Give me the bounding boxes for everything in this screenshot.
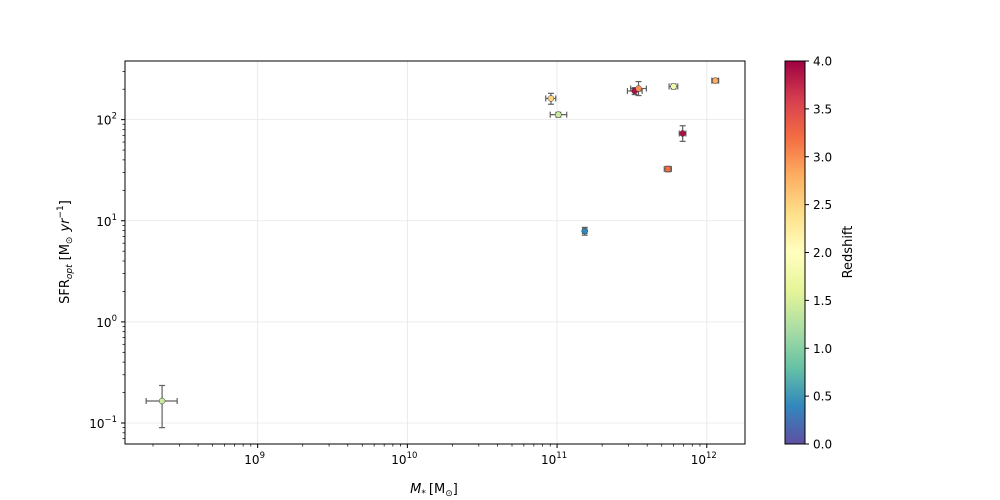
colorbar-tick-label: 2.0 [813,246,832,260]
colorbar-tick-label: 2.5 [813,198,832,212]
error-bar [145,384,178,429]
colorbar-tick-label: 0.5 [813,390,832,404]
colorbar-tick-label: 3.5 [813,102,832,116]
data-point [712,77,719,84]
x-tick-label: 109 [244,451,265,467]
y-tick-label: 102 [96,112,117,128]
y-tick-label: 10−1 [89,415,117,431]
y-tick-label: 101 [96,213,117,229]
data-point [555,111,562,118]
x-tick-label: 1011 [541,451,567,467]
x-tick-label: 1010 [391,451,417,467]
data-point [679,130,686,137]
colorbar-label: Redshift [841,226,856,279]
plot-area [124,60,746,445]
data-point [635,85,642,92]
colorbar-tick-label: 4.0 [813,55,832,69]
grid [125,61,745,444]
data-point [158,397,166,405]
x-axis-label: M* [M⊙] [410,482,458,499]
colorbar-tick-label: 1.0 [813,342,832,356]
colorbar [784,60,806,445]
colorbar-ticks: 0.0 0.5 1.0 1.5 2.0 2.5 3.0 3.5 4.0 [805,55,832,452]
y-axis-ticks: 10−1 100 101 102 [89,71,125,440]
colorbar-tick-label: 3.0 [813,150,832,164]
data-points [158,77,719,405]
x-tick-label: 1012 [691,451,717,467]
colorbar-tick-label: 0.0 [813,438,832,452]
y-axis-label: SFRopt[M⊙yr−1] [56,200,75,304]
error-bars [145,77,720,429]
data-point [664,165,672,173]
y-tick-label: 100 [96,314,117,330]
data-point [581,227,588,235]
x-axis-ticks: 109 1010 1011 1012 [152,444,717,467]
data-point [670,83,677,90]
data-point [547,95,555,102]
colorbar-tick-label: 1.5 [813,294,832,308]
